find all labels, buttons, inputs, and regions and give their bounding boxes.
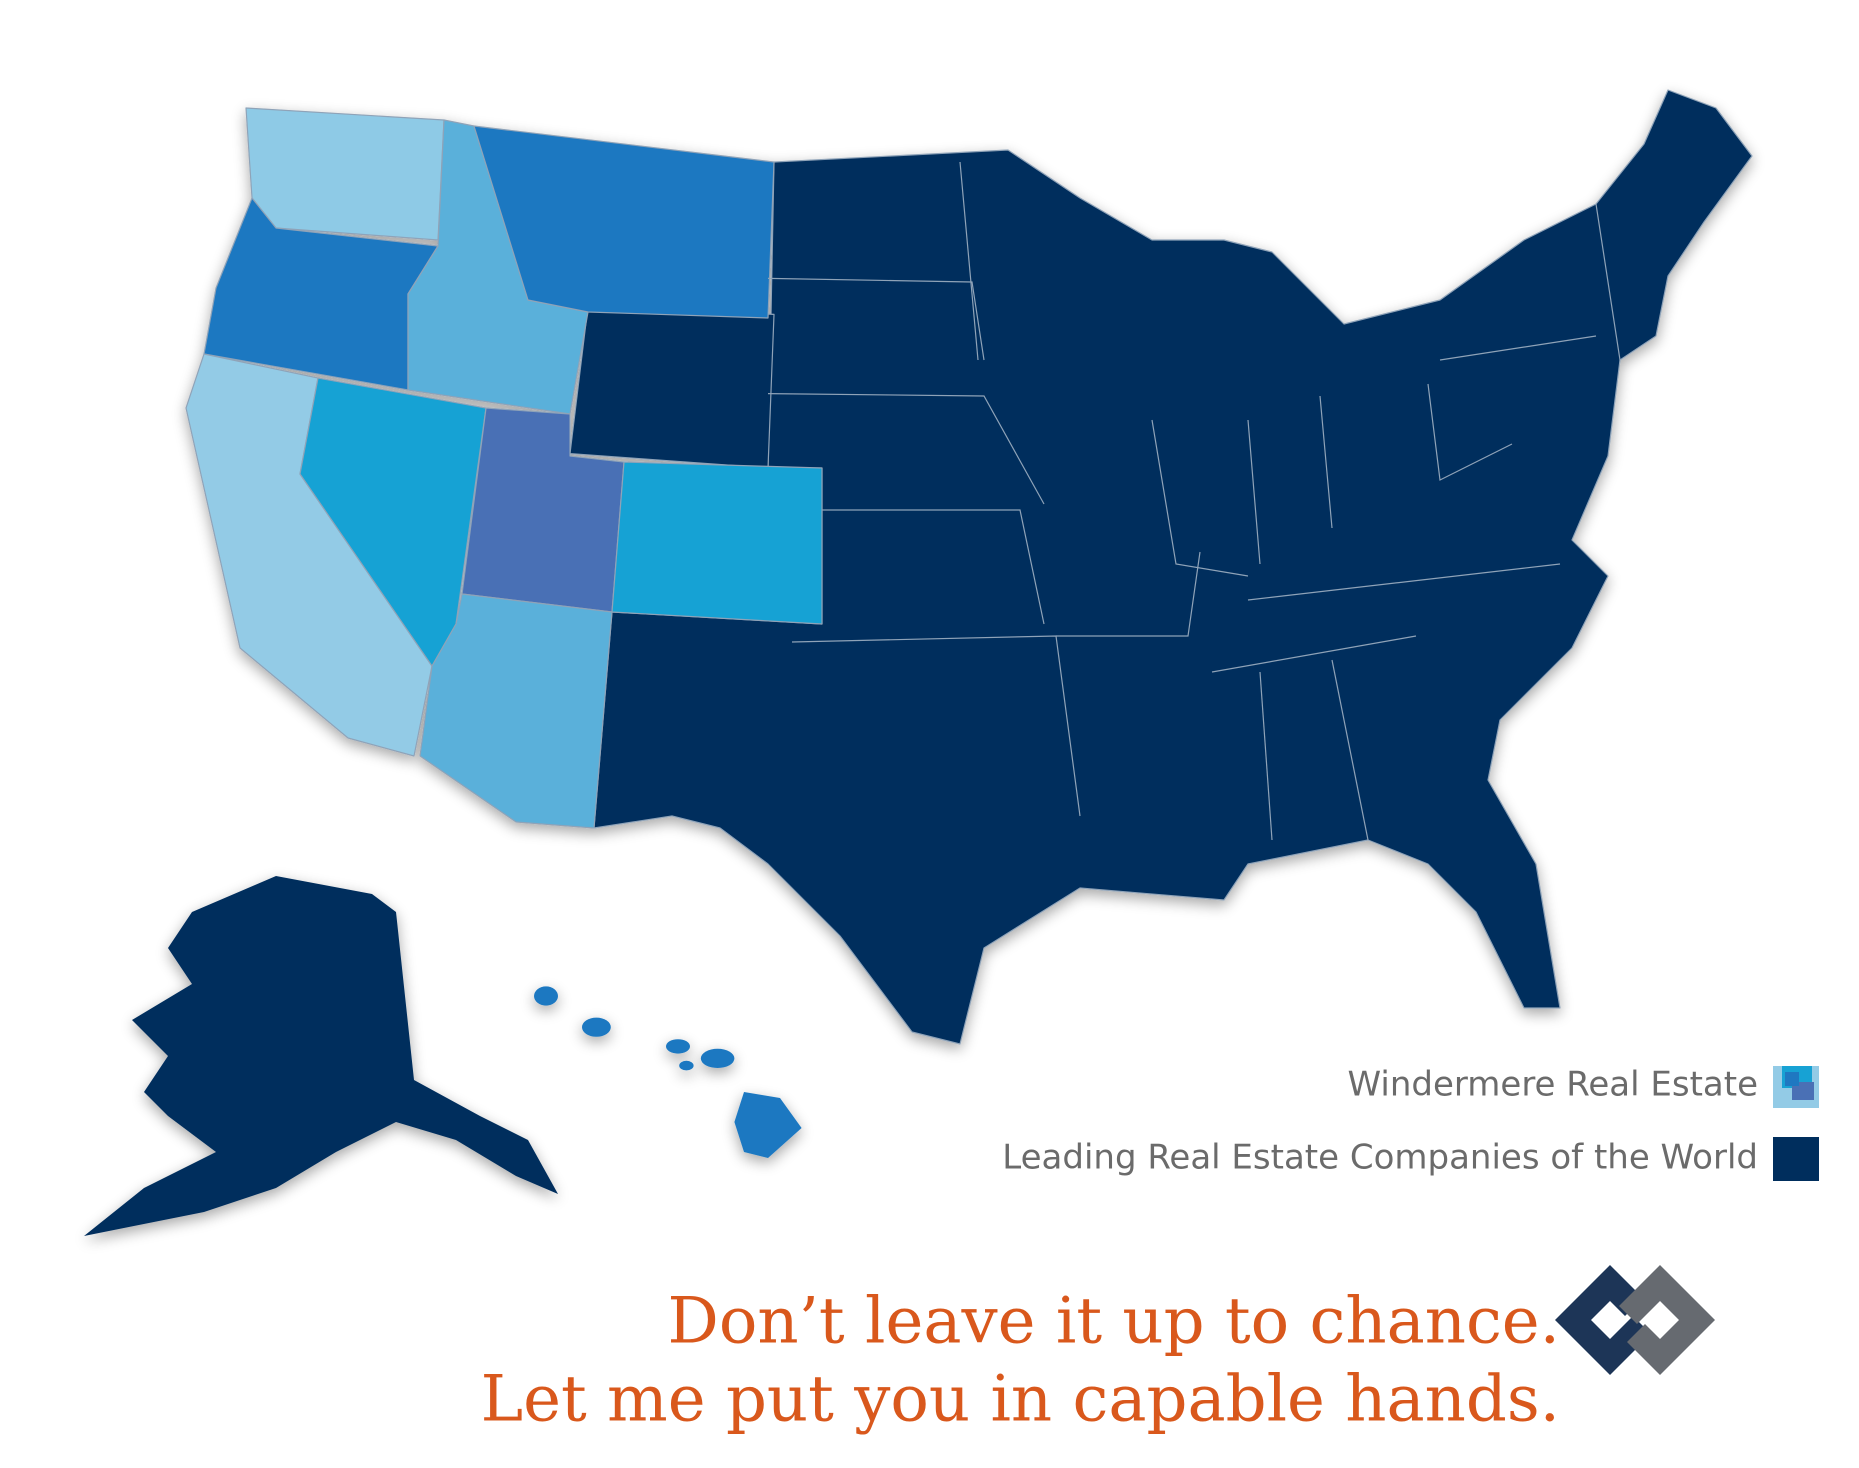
- tagline: Don’t leave it up to chance.: [668, 1285, 1561, 1359]
- legend-swatch: [1773, 1137, 1819, 1181]
- legend-label: Leading Real Estate Companies of the Wor…: [1002, 1138, 1758, 1178]
- state-washington: [245, 107, 445, 241]
- legend-swatch: [1773, 1066, 1819, 1108]
- state-montana: [473, 125, 775, 319]
- state-borders: [767, 161, 1621, 841]
- legend: Windermere Real Estate Leading Real Esta…: [1002, 1065, 1819, 1181]
- legend-label: Windermere Real Estate: [1348, 1065, 1758, 1105]
- us-map: [84, 89, 1753, 1236]
- state-arizona: [419, 593, 613, 829]
- logo: [1555, 1265, 1715, 1375]
- tagline: Let me put you in capable hands.: [481, 1363, 1560, 1437]
- alaska: [84, 876, 558, 1236]
- state-colorado: [611, 461, 823, 625]
- state-rest: [593, 89, 1753, 1045]
- hawaii: [534, 986, 802, 1158]
- state-wyoming: [569, 305, 775, 469]
